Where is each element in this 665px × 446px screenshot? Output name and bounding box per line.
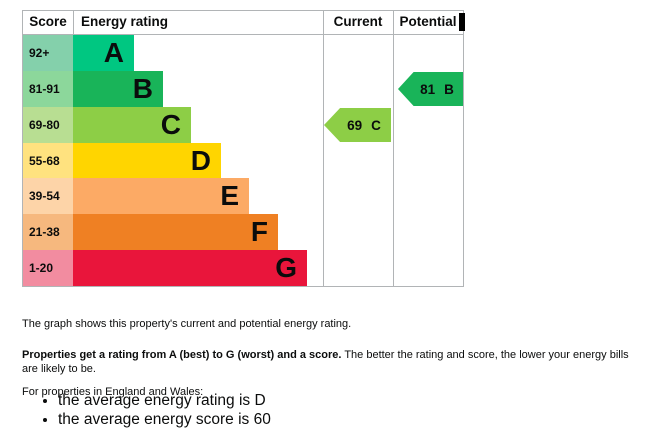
rating-explanation: Properties get a rating from A (best) to… — [22, 348, 647, 376]
cursor-artifact — [459, 13, 465, 31]
score-range-d: 55-68 — [23, 142, 73, 179]
band-row-e: 39-54 E — [23, 178, 463, 215]
score-range-a: 92+ — [23, 35, 73, 71]
chart-header-row: Score Energy rating Current Potential — [23, 11, 463, 35]
band-letter-d: D — [190, 144, 211, 176]
band-bar-a: A — [73, 35, 134, 71]
divider-current-column — [323, 11, 324, 286]
energy-rating-chart: Score Energy rating Current Potential 92… — [22, 10, 465, 287]
score-range-f: 21-38 — [23, 214, 73, 251]
averages-list: the average energy rating is D the avera… — [40, 392, 271, 429]
header-potential: Potential — [399, 14, 457, 29]
score-range-b: 81-91 — [23, 70, 73, 107]
current-rating-arrow: 69 C — [324, 108, 391, 142]
band-row-g: 1-20 G — [23, 250, 463, 287]
band-bar-c: C — [73, 106, 191, 143]
header-score: Score — [29, 14, 67, 29]
band-rows: 92+ A 81-91 B 69-80 C 55-68 — [23, 35, 463, 287]
header-current: Current — [333, 14, 383, 29]
band-letter-g: G — [275, 252, 297, 284]
band-row-f: 21-38 F — [23, 214, 463, 251]
divider-potential-column — [393, 11, 394, 286]
band-row-d: 55-68 D — [23, 142, 463, 179]
average-rating-item: the average energy rating is D — [58, 392, 271, 411]
current-letter: C — [371, 117, 381, 133]
band-row-b: 81-91 B — [23, 70, 463, 107]
potential-rating-arrow: 81 B — [398, 72, 463, 106]
band-letter-e: E — [220, 180, 239, 212]
band-letter-c: C — [160, 108, 181, 140]
score-range-g: 1-20 — [23, 250, 73, 287]
band-row-c: 69-80 C — [23, 106, 463, 143]
band-bar-d: D — [73, 142, 221, 179]
band-bar-g: G — [73, 250, 307, 287]
rating-explanation-rest: The better the rating and score, the low… — [22, 349, 629, 375]
score-range-c: 69-80 — [23, 106, 73, 143]
divider-score-column — [73, 11, 74, 34]
rating-explanation-bold: Properties get a rating from A (best) to… — [22, 349, 342, 361]
potential-letter: B — [444, 81, 454, 97]
band-letter-f: F — [250, 216, 268, 248]
band-bar-b: B — [73, 70, 163, 107]
potential-score: 81 — [420, 81, 436, 97]
england-wales-label: For properties in England and Wales: — [22, 386, 204, 398]
graph-description: The graph shows this property's current … — [22, 318, 352, 330]
band-row-a: 92+ A — [23, 35, 463, 71]
header-energy-rating: Energy rating — [81, 14, 169, 29]
band-letter-a: A — [103, 36, 124, 68]
band-bar-f: F — [73, 214, 278, 251]
band-letter-b: B — [132, 72, 153, 104]
current-score: 69 — [347, 117, 363, 133]
band-bar-e: E — [73, 178, 249, 215]
score-range-e: 39-54 — [23, 178, 73, 215]
average-score-item: the average energy score is 60 — [58, 411, 271, 430]
